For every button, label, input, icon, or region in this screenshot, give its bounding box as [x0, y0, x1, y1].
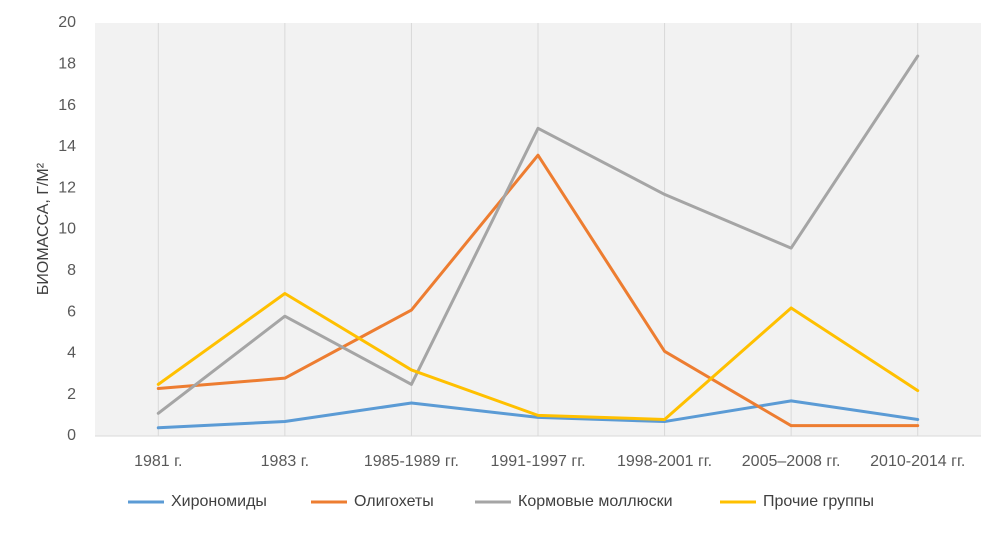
y-tick-label: 14 [58, 138, 76, 155]
y-tick-label: 4 [67, 345, 76, 362]
y-tick-label: 12 [58, 179, 76, 196]
x-tick-label: 1983 г. [261, 453, 309, 470]
legend-label: Хирономиды [171, 493, 267, 510]
y-tick-label: 0 [67, 427, 76, 444]
y-tick-label: 8 [67, 262, 76, 279]
y-axis-label: БИОМАССА, Г/М² [35, 162, 52, 295]
y-tick-label: 10 [58, 221, 76, 238]
y-tick-label: 20 [58, 14, 76, 31]
x-tick-label: 1991-1997 гг. [490, 453, 585, 470]
y-tick-label: 16 [58, 97, 76, 114]
y-tick-label: 18 [58, 56, 76, 73]
x-tick-label: 1985-1989 гг. [364, 453, 459, 470]
x-tick-label: 2010-2014 гг. [870, 453, 965, 470]
legend-label: Прочие группы [763, 493, 874, 510]
series-lines [156, 54, 920, 430]
y-axis-ticks: 0 2 4 6 8 10 12 14 16 18 20 [58, 14, 76, 444]
y-tick-label: 2 [67, 386, 76, 403]
x-tick-label: 2005–2008 гг. [742, 453, 841, 470]
grid [95, 23, 981, 437]
y-tick-label: 6 [67, 303, 76, 320]
x-tick-label: 1981 г. [134, 453, 182, 470]
legend-label: Олигохеты [354, 493, 434, 510]
x-tick-label: 1998-2001 гг. [617, 453, 712, 470]
legend: Хирономиды Олигохеты Кормовые моллюски Проч… [128, 493, 874, 510]
legend-label: Кормовые моллюски [518, 493, 673, 510]
x-axis-ticks: 1981 г. 1983 г. 1985-1989 гг. 1991-1997 гг.… [134, 453, 965, 470]
